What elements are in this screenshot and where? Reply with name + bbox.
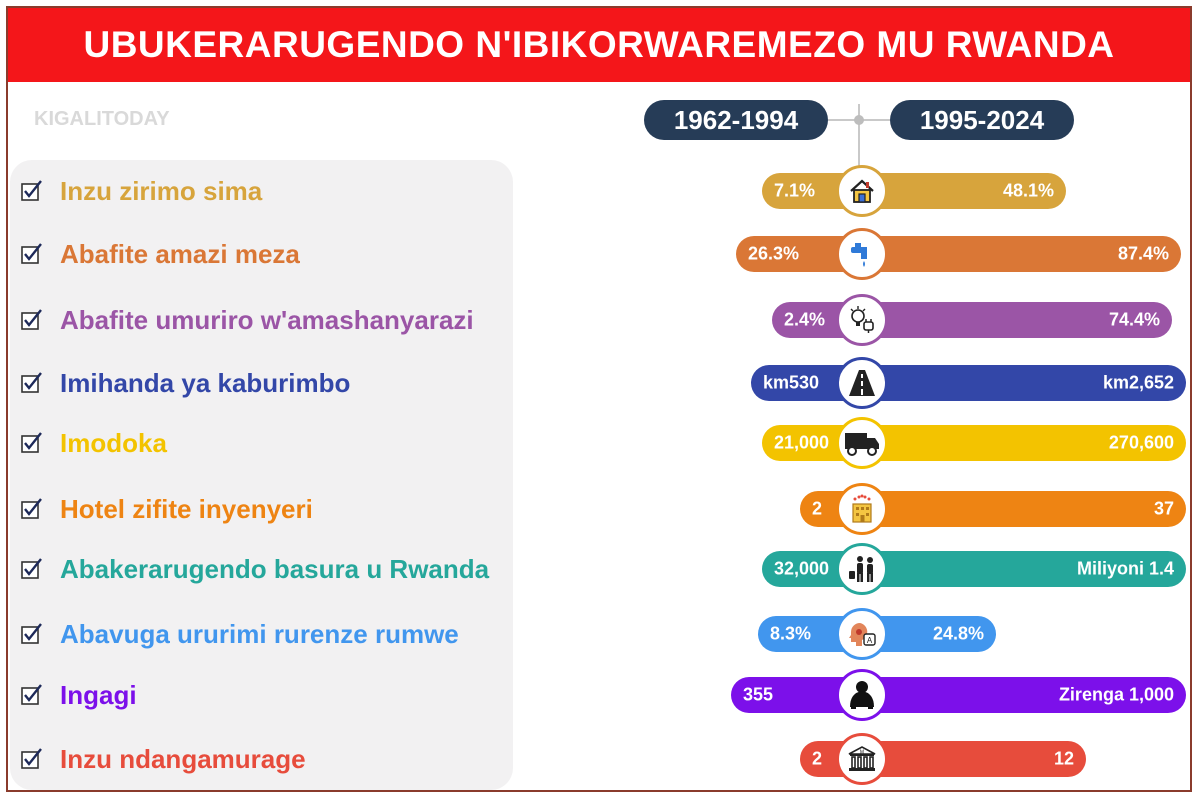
value-before: 7.1%	[774, 180, 816, 201]
svg-text:M: M	[860, 750, 864, 756]
row-label: Abakerarugendo basura u Rwanda	[20, 549, 489, 589]
row-label: Inzu zirimo sima	[20, 171, 262, 211]
row-label: Imihanda ya kaburimbo	[20, 363, 350, 403]
row-label-text: Ingagi	[60, 679, 137, 710]
value-after: 37	[1153, 498, 1174, 519]
checkbox-icon	[20, 371, 60, 395]
value-before: 32,000	[774, 558, 830, 579]
row-label: Ingagi	[20, 675, 137, 715]
value-after: 48.1%	[1002, 180, 1054, 201]
row-label-text: Abakerarugendo basura u Rwanda	[60, 553, 490, 584]
period-label-left: 1962-1994	[644, 100, 828, 140]
value-before: 26.3%	[748, 243, 800, 264]
page-title: UBUKERARUGENDO N'IBIKORWAREMEZO MU RWAND…	[83, 24, 1115, 65]
value-bar: km530 km2,652	[751, 365, 1186, 401]
row-label: Abafite amazi meza	[20, 234, 300, 274]
left-label-panel	[10, 160, 513, 790]
row-label-text: Hotel zifite inyenyeri	[60, 493, 313, 524]
checkbox-icon	[20, 179, 60, 203]
value-before: 2	[812, 748, 823, 769]
tourists-icon	[836, 543, 888, 595]
row-label-text: Inzu zirimo sima	[60, 175, 263, 206]
checkbox-icon	[20, 557, 60, 581]
checkbox-icon	[20, 622, 60, 646]
checkbox-icon	[20, 308, 60, 332]
value-after: 12	[1053, 748, 1074, 769]
value-before: 355	[743, 684, 774, 705]
row-label: Hotel zifite inyenyeri	[20, 489, 313, 529]
museum-icon: M	[836, 733, 888, 785]
value-after: 24.8%	[932, 623, 984, 644]
value-bar: 26.3% 87.4%	[736, 236, 1181, 272]
infographic-frame	[6, 6, 1192, 792]
svg-text:A: A	[867, 636, 873, 645]
row-label-text: Abafite amazi meza	[60, 238, 300, 269]
row-label-text: Abavuga ururimi rurenze rumwe	[60, 618, 459, 649]
house-icon	[836, 165, 888, 217]
row-label: Abavuga ururimi rurenze rumwe	[20, 614, 459, 654]
hotel-icon	[836, 483, 888, 535]
gorilla-icon	[836, 669, 888, 721]
value-before: 8.3%	[770, 623, 812, 644]
row-label-text: Imihanda ya kaburimbo	[60, 367, 351, 398]
value-after: Miliyoni 1.4	[1076, 558, 1174, 579]
value-after: 74.4%	[1108, 309, 1160, 330]
row-label: Imodoka	[20, 423, 167, 463]
value-after: 270,600	[1108, 432, 1174, 453]
axis-center-dot	[854, 115, 864, 125]
axis-vertical-line	[858, 104, 860, 170]
row-label-text: Inzu ndangamurage	[60, 743, 306, 774]
checkbox-icon	[20, 431, 60, 455]
value-before: 2.4%	[784, 309, 826, 330]
truck-icon	[836, 417, 888, 469]
lightbulb-plug-icon	[836, 294, 888, 346]
value-bar: 2.4% 74.4%	[772, 302, 1172, 338]
row-label: Abafite umuriro w'amashanyarazi	[20, 300, 474, 340]
value-before: 2	[812, 498, 823, 519]
watermark: KIGALITODAY	[34, 108, 170, 130]
value-after: km2,652	[1102, 372, 1174, 393]
water-tap-icon	[836, 228, 888, 280]
row-label: Inzu ndangamurage	[20, 739, 306, 779]
checkbox-icon	[20, 242, 60, 266]
row-label-text: Imodoka	[60, 427, 167, 458]
checkbox-icon	[20, 683, 60, 707]
row-label-text: Abafite umuriro w'amashanyarazi	[60, 304, 474, 335]
header-banner: UBUKERARUGENDO N'IBIKORWAREMEZO MU RWAND…	[8, 8, 1190, 82]
value-before: km530	[763, 372, 820, 393]
value-after: 87.4%	[1117, 243, 1169, 264]
value-after: Zirenga 1,000	[1058, 684, 1174, 705]
value-bar: 21,000 270,600	[762, 425, 1186, 461]
road-icon	[836, 357, 888, 409]
checkbox-icon	[20, 747, 60, 771]
value-bar: 355 Zirenga 1,000	[731, 677, 1186, 713]
value-bar: 7.1% 48.1%	[762, 173, 1066, 209]
value-bar: 32,000 Miliyoni 1.4	[762, 551, 1186, 587]
period-label-right: 1995-2024	[890, 100, 1074, 140]
speaking-head-icon: A	[836, 608, 888, 660]
checkbox-icon	[20, 497, 60, 521]
value-before: 21,000	[774, 432, 830, 453]
